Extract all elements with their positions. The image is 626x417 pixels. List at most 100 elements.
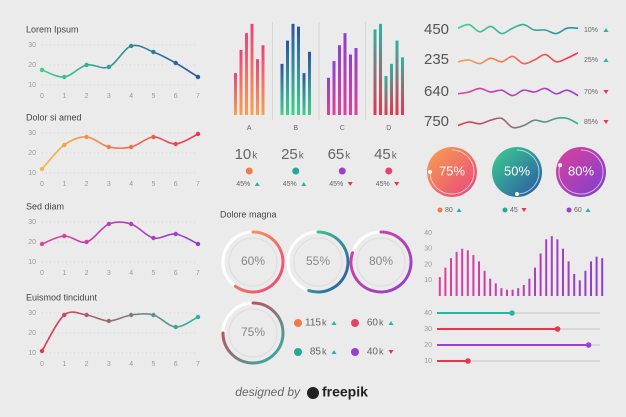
x-tick-label: 6: [174, 93, 178, 100]
progress-knob: [465, 358, 471, 364]
kpi-value: 40: [367, 347, 379, 358]
y-tick-label: 30: [28, 130, 36, 137]
point: [39, 241, 45, 247]
gauge-value: 75%: [241, 325, 265, 339]
progress-knob: [554, 326, 561, 332]
sparkline: [457, 52, 579, 65]
progress-knob: [585, 342, 592, 348]
sparkline: [457, 117, 579, 129]
x-tick-label: 4: [129, 361, 133, 368]
x-tick-label: 0: [40, 93, 44, 100]
x-tick-label: 2: [85, 361, 89, 368]
x-tick-label: 2: [85, 270, 89, 277]
spark-change: 70%: [584, 89, 598, 96]
x-tick-label: A: [247, 125, 252, 132]
column: [500, 288, 503, 296]
y-tick-label: 10: [28, 350, 36, 357]
spark-label: 750: [424, 113, 449, 130]
x-tick-label: 0: [40, 270, 44, 277]
spark-label: 235: [424, 51, 449, 68]
x-tick-label: 6: [174, 181, 178, 188]
spark-label: 640: [424, 83, 449, 100]
chart-title: Dolore magna: [220, 209, 277, 219]
x-tick-label: D: [386, 125, 391, 132]
y-tick-label: 30: [28, 310, 36, 317]
bar: [384, 75, 388, 115]
bar: [245, 33, 248, 115]
disc-knob: [428, 170, 432, 174]
trend-arrow: [254, 182, 260, 186]
column: [489, 278, 492, 296]
gauge-value: 60%: [241, 254, 265, 268]
kpi-change: 45%: [376, 181, 390, 188]
bar: [239, 49, 243, 115]
bar: [286, 40, 289, 115]
point: [106, 64, 112, 70]
kpi-value: 45: [374, 146, 391, 163]
legend-dot: [502, 207, 508, 213]
y-tick-label: 30: [28, 42, 36, 49]
x-tick-label: 3: [107, 181, 111, 188]
footer-brand: freepik: [322, 384, 368, 400]
point: [128, 43, 134, 49]
kpi-change: 45%: [236, 181, 250, 188]
disc: [427, 147, 477, 197]
disc-value: 50%: [504, 163, 530, 178]
kpi-dot: [294, 348, 302, 356]
column: [584, 270, 587, 296]
column: [601, 258, 604, 296]
bar: [349, 54, 352, 115]
gauge-inner: [228, 237, 278, 287]
kpi-unit: k: [252, 151, 258, 162]
column: [562, 248, 564, 296]
kpi-dot: [338, 167, 346, 175]
kpi-unit: k: [392, 151, 398, 162]
y-tick-label: 20: [28, 150, 36, 157]
point: [173, 141, 178, 147]
bar: [302, 73, 306, 115]
y-tick-label: 10: [28, 170, 36, 177]
point: [84, 239, 89, 245]
x-tick-label: 5: [151, 93, 155, 100]
column: [550, 236, 553, 296]
column: [539, 253, 542, 296]
trend-arrow: [388, 350, 394, 354]
kpi-unit: k: [322, 346, 327, 356]
column: [450, 258, 452, 296]
column: [545, 239, 548, 296]
trend-arrow: [331, 350, 337, 354]
x-tick-label: 5: [151, 181, 155, 188]
kpi-value: 115: [305, 318, 321, 329]
x-tick-label: C: [340, 125, 345, 132]
column: [478, 261, 480, 296]
chart-title: Lorem Ipsum: [26, 24, 79, 34]
gauge-inner: [293, 237, 343, 287]
legend-value: 45: [510, 207, 518, 214]
point: [128, 144, 134, 150]
x-tick-label: 3: [107, 270, 111, 277]
row-label: 30: [424, 326, 432, 333]
kpi-dot: [292, 167, 300, 175]
point: [151, 134, 156, 140]
trend-arrow: [585, 208, 591, 212]
point: [39, 348, 45, 354]
x-tick-label: 0: [40, 361, 44, 368]
x-tick-label: 2: [85, 93, 89, 100]
column: [438, 277, 441, 296]
column: [528, 278, 531, 296]
kpi-dot: [245, 167, 253, 175]
x-tick-label: 5: [151, 361, 155, 368]
point: [151, 235, 156, 241]
bar: [280, 63, 284, 115]
spark-change: 85%: [584, 119, 598, 126]
kpi-unit: k: [322, 317, 327, 327]
legend-value: 60: [574, 207, 582, 214]
x-tick-label: 1: [62, 270, 66, 277]
y-tick-label: 10: [424, 277, 432, 284]
row-label: 10: [424, 358, 432, 365]
bar: [234, 73, 237, 115]
bar: [332, 61, 336, 115]
y-tick-label: 30: [28, 219, 36, 226]
column: [466, 250, 469, 296]
